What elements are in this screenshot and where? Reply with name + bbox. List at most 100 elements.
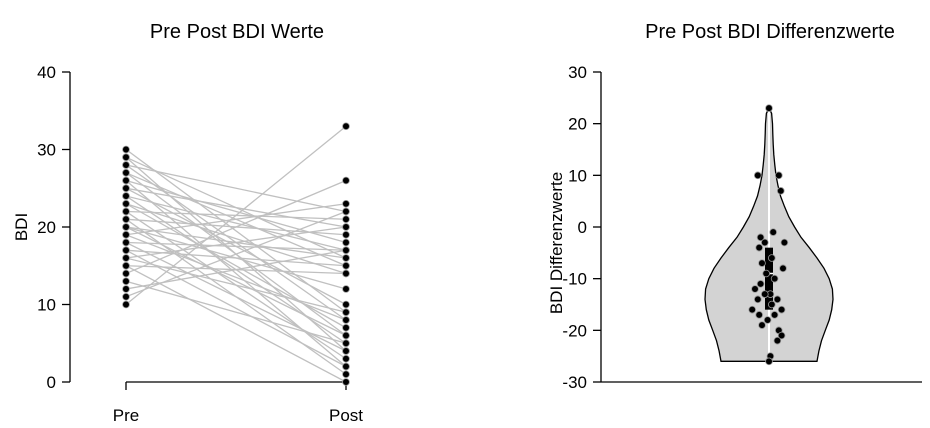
pre-point (122, 184, 130, 193)
difference-point (756, 280, 765, 288)
pre-point (122, 168, 130, 177)
pair-line (125, 125, 347, 306)
chart1-xtick-pre: Pre (113, 406, 139, 425)
difference-point (776, 187, 785, 195)
difference-point (762, 269, 770, 278)
violin-box (765, 247, 773, 310)
pre-point (122, 254, 130, 262)
chart2-ytick-label: -20 (562, 321, 587, 340)
chart2-ylabel: BDI Differenzwerte (547, 172, 566, 314)
pair-line (125, 210, 347, 298)
difference-point (773, 336, 782, 345)
difference-point (777, 305, 786, 314)
pre-point (122, 192, 130, 200)
difference-point (748, 305, 756, 314)
pair-line (125, 179, 347, 275)
post-point (342, 323, 350, 332)
pre-point (122, 246, 130, 255)
chart2-ytick-label: -30 (562, 373, 587, 392)
pre-point (122, 215, 130, 224)
chart1-ytick-label: 30 (37, 141, 56, 160)
post-point (342, 331, 350, 340)
pre-point (122, 285, 130, 293)
pair-line (125, 180, 347, 367)
post-point (342, 339, 350, 348)
post-point (342, 246, 350, 255)
pre-point (122, 292, 130, 301)
chart2-ytick-label: 10 (568, 166, 587, 185)
post-point (342, 238, 350, 247)
post-point (342, 300, 350, 309)
pre-point (122, 300, 130, 309)
chart1-xtick-post: Post (329, 406, 363, 425)
post-point (342, 230, 350, 239)
chart1-ylabel: BDI (12, 213, 31, 241)
post-point (342, 254, 350, 262)
post-point (342, 308, 350, 317)
chart1-ytick-label: 0 (47, 373, 56, 392)
difference-point (760, 238, 769, 247)
pre-point (122, 153, 130, 162)
chart1-ytick-label: 10 (37, 296, 56, 315)
difference-point (753, 295, 762, 304)
pre-point (122, 199, 130, 208)
pre-point (122, 261, 130, 270)
pre-point (122, 277, 130, 286)
pair-line (125, 164, 347, 213)
pre-point (122, 238, 130, 247)
difference-point (756, 233, 765, 242)
chart1-ytick-label: 20 (37, 218, 56, 237)
pair-line (125, 234, 347, 321)
pre-point (122, 223, 130, 231)
chart2-ytick-label: 20 (568, 115, 587, 134)
pre-point (122, 230, 130, 239)
chart2-ytick-label: -10 (562, 270, 587, 289)
post-point (342, 207, 350, 216)
pair-line (125, 249, 347, 368)
pair-line (125, 187, 347, 228)
pair-line (125, 195, 347, 251)
pair-line (125, 265, 347, 383)
post-point (342, 223, 350, 231)
difference-point (770, 311, 779, 319)
post-point (342, 378, 350, 386)
difference-point (751, 285, 759, 293)
post-point (342, 347, 350, 355)
difference-point (765, 104, 773, 112)
difference-point (780, 238, 789, 247)
difference-point (767, 300, 776, 309)
pre-point (122, 269, 130, 278)
chart2-ytick-label: 0 (578, 218, 587, 237)
difference-point (777, 331, 786, 340)
post-point (342, 316, 350, 324)
pair-line (125, 249, 347, 290)
difference-point (769, 228, 777, 236)
difference-point (770, 274, 779, 283)
chart1-title: Pre Post BDI Werte (150, 21, 324, 43)
chart2-ytick-label: 30 (568, 63, 587, 82)
pair-line (125, 203, 347, 329)
difference-point (779, 264, 787, 273)
post-point (342, 285, 350, 293)
difference-point (767, 254, 776, 262)
post-point (342, 269, 350, 278)
difference-point (758, 259, 766, 267)
pre-point (122, 176, 130, 185)
post-point (342, 215, 350, 224)
pre-point (122, 145, 130, 154)
difference-point (755, 243, 763, 252)
post-point (342, 370, 350, 379)
chart2-title: Pre Post BDI Differenzwerte (645, 21, 895, 43)
pre-point (122, 207, 130, 216)
difference-point (758, 321, 766, 329)
pre-point (122, 161, 130, 169)
pair-line (125, 203, 347, 275)
post-point (342, 261, 350, 270)
pair-line (125, 241, 347, 251)
pair-line (125, 249, 347, 267)
post-point (342, 354, 350, 363)
pair-line (125, 226, 347, 259)
pair-line (125, 203, 347, 236)
difference-point (755, 311, 763, 319)
